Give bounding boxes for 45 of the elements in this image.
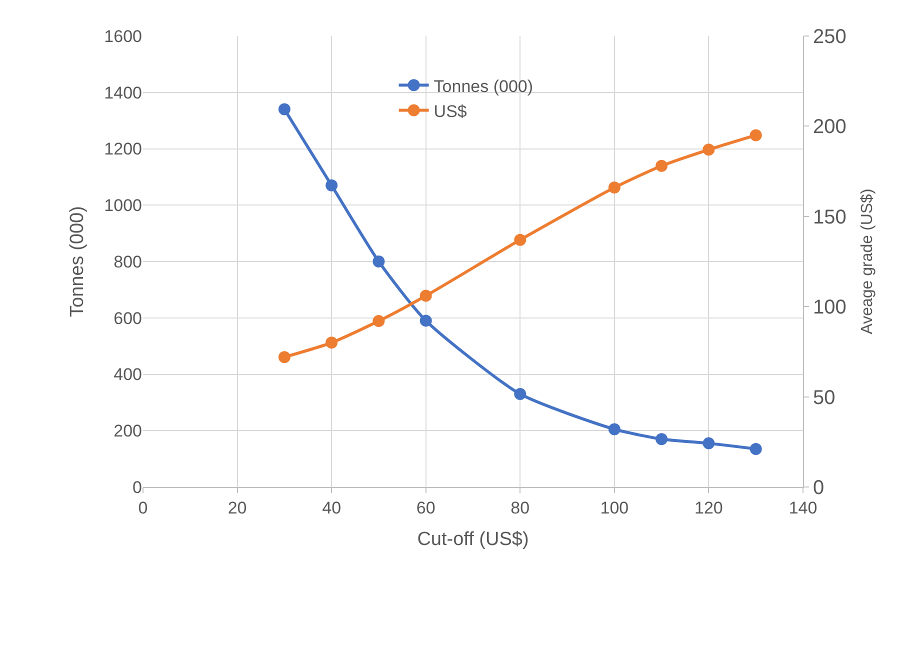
x-tick-label: 100 (600, 498, 629, 518)
point (608, 423, 620, 436)
y2-tick-label: 200 (813, 116, 846, 138)
point (608, 182, 620, 194)
point (278, 103, 290, 116)
y2-tick-label: 50 (813, 386, 836, 409)
y-tick-label: 800 (114, 252, 142, 272)
y-tick-label: 1600 (104, 26, 142, 46)
y-tick-label: 1400 (104, 83, 142, 102)
y2-tick-label: 150 (813, 206, 846, 228)
x-axis-title: Cut-off (US$) (417, 529, 529, 550)
y2-axis-title: Aveage grade (US$) (859, 188, 876, 334)
x-tick-label: 80 (510, 498, 530, 518)
legend-label: Tonnes (000) (434, 76, 534, 96)
x-tick-label: 60 (416, 498, 436, 518)
y-tick-label: 200 (114, 422, 142, 441)
x-tick-label: 20 (228, 498, 247, 518)
point (372, 256, 385, 268)
point (326, 336, 338, 349)
point (420, 290, 432, 302)
point (656, 433, 668, 446)
legend-label: US$ (434, 102, 468, 121)
y-tick-label: 1000 (104, 196, 142, 216)
point (278, 351, 290, 364)
point (702, 144, 715, 156)
x-tick-label: 140 (788, 498, 818, 518)
y-tick-label: 400 (114, 365, 142, 384)
point (656, 160, 668, 172)
y2-tick-label: 100 (813, 296, 846, 319)
x-tick-label: 40 (322, 498, 342, 518)
point (750, 442, 762, 455)
y-tick-label: 600 (114, 308, 142, 328)
point (514, 234, 526, 246)
y2-tick-label: 250 (813, 26, 846, 48)
point (702, 437, 715, 450)
x-tick-label: 120 (694, 498, 723, 518)
y-axis-title: Tonnes (000) (67, 206, 88, 317)
y-tick-label: 0 (132, 478, 142, 497)
y2-tick-label: 0 (813, 477, 824, 499)
point (372, 315, 385, 328)
point (420, 314, 432, 327)
point (750, 129, 762, 142)
point (326, 179, 338, 192)
point (514, 388, 526, 400)
y-tick-label: 1200 (104, 140, 142, 159)
